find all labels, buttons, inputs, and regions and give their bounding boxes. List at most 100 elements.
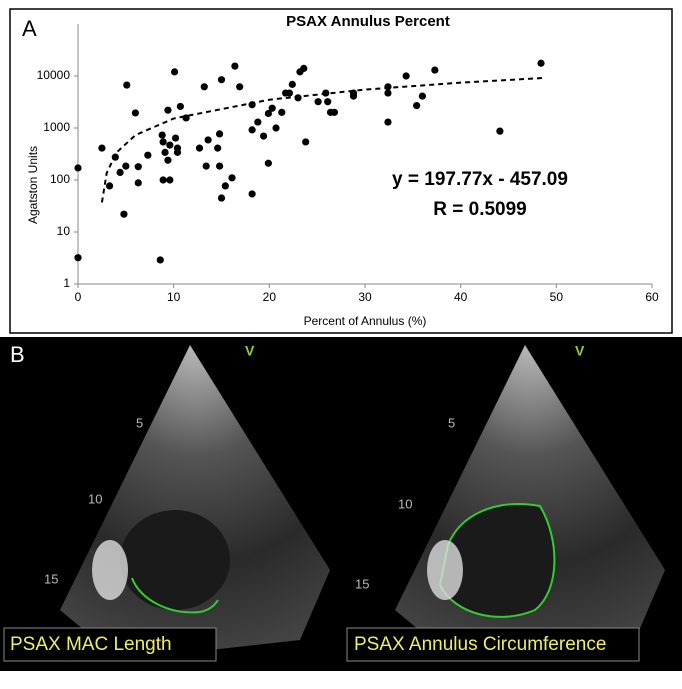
point (264, 109, 272, 118)
point (268, 104, 276, 112)
point (384, 118, 392, 126)
y-axis-label: Agatston Units (26, 146, 40, 224)
point (288, 80, 296, 88)
point (300, 64, 308, 73)
panel-label: B (10, 342, 25, 367)
annotation: R = 0.5099 (433, 199, 527, 220)
point (200, 83, 208, 91)
point (195, 144, 204, 152)
point (330, 108, 338, 116)
image-label: PSAX MAC Length (10, 634, 172, 655)
echo-image: V 5 10 15 PSAX MAC Length (3, 343, 330, 662)
point (105, 182, 114, 190)
point (285, 89, 294, 97)
depth-mark: 10 (88, 491, 102, 506)
point (166, 141, 174, 149)
point (111, 153, 119, 161)
point (384, 89, 392, 97)
point (161, 148, 169, 156)
point (122, 162, 130, 170)
depth-mark: 15 (44, 571, 58, 586)
point (123, 81, 131, 89)
x-tick-label: 0 (75, 290, 82, 304)
point (324, 98, 332, 106)
point (418, 92, 426, 100)
point (171, 68, 179, 76)
point (134, 163, 142, 171)
x-tick-label: 20 (263, 290, 277, 304)
point (215, 162, 224, 170)
point (314, 98, 322, 106)
point (120, 210, 128, 218)
point (98, 144, 106, 152)
image-label-box (346, 627, 640, 662)
x-tick-label: 60 (645, 290, 659, 304)
point (173, 148, 182, 156)
point (214, 144, 222, 152)
panel-label: A (22, 16, 37, 41)
point (278, 108, 286, 116)
point (202, 162, 210, 170)
point (116, 168, 124, 177)
point (402, 72, 410, 80)
depth-mark: 15 (355, 576, 369, 591)
point (159, 138, 167, 146)
point (236, 83, 244, 91)
probe-marker: V (575, 343, 585, 359)
point (74, 254, 82, 262)
x-tick-label: 40 (454, 290, 468, 304)
x-tick-label: 50 (550, 290, 564, 304)
point (248, 190, 256, 198)
point (413, 101, 421, 110)
point (496, 127, 504, 135)
point (259, 132, 268, 140)
y-tick-label: 100 (50, 172, 70, 186)
point (431, 66, 439, 74)
x-tick-label: 10 (167, 290, 181, 304)
point (159, 176, 167, 184)
point (302, 138, 310, 146)
point (158, 131, 166, 139)
point (166, 176, 174, 184)
trendline (100, 77, 543, 203)
echo-image: V 5 10 15 PSAX Annulus Circumference (346, 343, 665, 662)
image-label-box (3, 627, 217, 662)
y-tick-label: 10000 (37, 68, 71, 82)
point (349, 92, 358, 100)
chart-title: PSAX Annulus Percent (286, 13, 450, 30)
depth-mark: 5 (448, 415, 455, 430)
point (171, 134, 180, 142)
depth-mark: 5 (136, 415, 143, 430)
point (134, 179, 142, 187)
point (144, 151, 152, 159)
point (248, 126, 256, 134)
image-label: PSAX Annulus Circumference (354, 634, 606, 655)
point (215, 130, 224, 138)
x-tick-label: 30 (358, 290, 372, 304)
point (74, 164, 82, 172)
point (164, 156, 172, 164)
x-axis-label: Percent of Annulus (%) (304, 314, 427, 328)
y-tick-label: 10 (57, 224, 71, 238)
depth-mark: 10 (398, 496, 412, 511)
point (156, 256, 164, 264)
y-tick-label: 1000 (43, 120, 70, 134)
point (231, 62, 239, 70)
point (228, 174, 236, 182)
point (272, 124, 280, 132)
point (217, 194, 226, 202)
point (384, 83, 392, 91)
point (264, 159, 272, 167)
probe-marker: V (245, 343, 255, 359)
point (204, 136, 212, 144)
point (254, 118, 262, 126)
point (131, 109, 139, 117)
annotation: y = 197.77x - 457.09 (392, 169, 568, 190)
point (176, 102, 184, 111)
point (537, 59, 545, 67)
point (221, 182, 229, 190)
point (164, 106, 172, 114)
y-tick-label: 1 (63, 276, 70, 290)
